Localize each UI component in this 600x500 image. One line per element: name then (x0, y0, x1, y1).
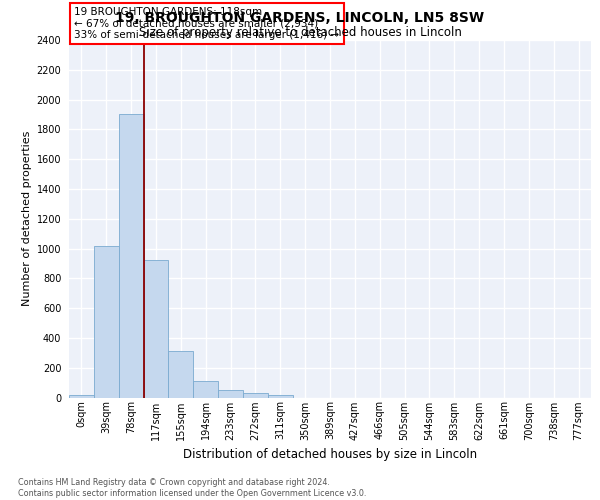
Bar (218, 390, 243, 398)
Y-axis label: Number of detached properties: Number of detached properties (22, 131, 32, 306)
Bar (69, 394, 94, 398)
Bar (143, 260, 169, 398)
Bar (243, 393, 268, 398)
Bar (169, 352, 193, 398)
Bar (119, 114, 143, 398)
Text: Size of property relative to detached houses in Lincoln: Size of property relative to detached ho… (139, 26, 461, 39)
Text: 19 BROUGHTON GARDENS: 118sqm
← 67% of detached houses are smaller (2,934)
33% of: 19 BROUGHTON GARDENS: 118sqm ← 67% of de… (74, 7, 340, 40)
Bar (94, 246, 119, 398)
Bar (193, 381, 218, 398)
X-axis label: Distribution of detached houses by size in Lincoln: Distribution of detached houses by size … (183, 448, 477, 461)
Bar (268, 395, 293, 398)
Text: Contains HM Land Registry data © Crown copyright and database right 2024.
Contai: Contains HM Land Registry data © Crown c… (18, 478, 367, 498)
Text: 19, BROUGHTON GARDENS, LINCOLN, LN5 8SW: 19, BROUGHTON GARDENS, LINCOLN, LN5 8SW (115, 11, 485, 25)
